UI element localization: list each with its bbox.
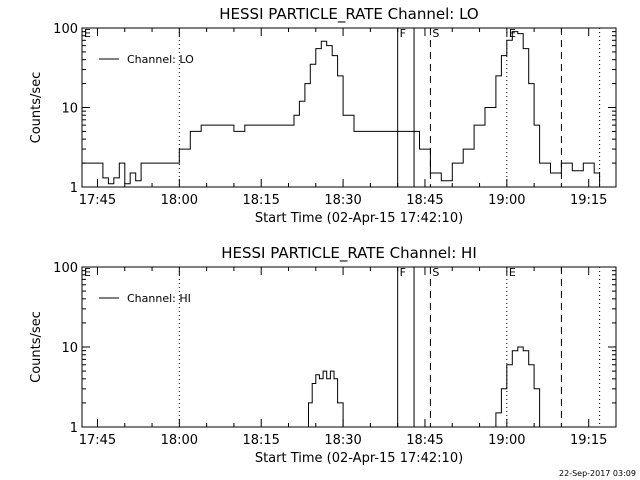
marker-label: F xyxy=(400,266,406,279)
marker-label: S xyxy=(432,266,439,279)
x-tick-label: 18:45 xyxy=(406,433,443,448)
marker-label: E xyxy=(84,27,91,40)
x-tick-label: 18:00 xyxy=(161,433,198,448)
x-tick-label: 18:15 xyxy=(242,193,279,208)
x-tick-label: 18:30 xyxy=(324,433,361,448)
panel-lo: HESSI PARTICLE_RATE Channel: LO 1 10 100 17:… xyxy=(29,5,617,226)
marker-label: F xyxy=(400,27,406,40)
x-tick-label: 18:30 xyxy=(324,193,361,208)
y-axis-label: Counts/sec xyxy=(29,311,44,383)
y-tick-label: 100 xyxy=(53,22,78,37)
y-tick-label: 10 xyxy=(61,341,78,356)
y-tick-label: 1 xyxy=(70,181,78,196)
y-tick-label: 10 xyxy=(61,102,78,117)
x-tick-label: 18:00 xyxy=(161,193,198,208)
x-tick-label: 17:45 xyxy=(79,193,116,208)
x-tick-label: 19:15 xyxy=(570,193,607,208)
y-tick-label: 1 xyxy=(70,421,78,436)
marker-label: S xyxy=(432,27,439,40)
chart-title: HESSI PARTICLE_RATE Channel: LO xyxy=(219,5,478,24)
x-tick-label: 18:15 xyxy=(242,433,279,448)
footer-timestamp: 22-Sep-2017 03:09 xyxy=(559,469,636,478)
chart-title: HESSI PARTICLE_RATE Channel: HI xyxy=(221,244,477,263)
x-tick-label: 19:00 xyxy=(488,433,525,448)
legend-label: Channel: LO xyxy=(127,53,194,66)
x-axis-label: Start Time (02-Apr-15 17:42:10) xyxy=(255,211,463,226)
marker-label: E xyxy=(84,266,91,279)
x-axis-label: Start Time (02-Apr-15 17:42:10) xyxy=(255,451,463,466)
x-tick-label: 19:00 xyxy=(488,193,525,208)
series-line xyxy=(304,346,541,428)
marker-label: E xyxy=(509,266,516,279)
y-axis-label: Counts/sec xyxy=(29,72,44,144)
y-tick-label: 100 xyxy=(53,261,78,276)
x-tick-label: 17:45 xyxy=(79,433,116,448)
series-line xyxy=(82,31,601,187)
x-tick-label: 18:45 xyxy=(406,193,443,208)
legend-label: Channel: HI xyxy=(127,292,191,305)
panel-hi: HESSI PARTICLE_RATE Channel: HI 1 10 100 17:… xyxy=(29,244,617,466)
x-tick-label: 19:15 xyxy=(570,433,607,448)
